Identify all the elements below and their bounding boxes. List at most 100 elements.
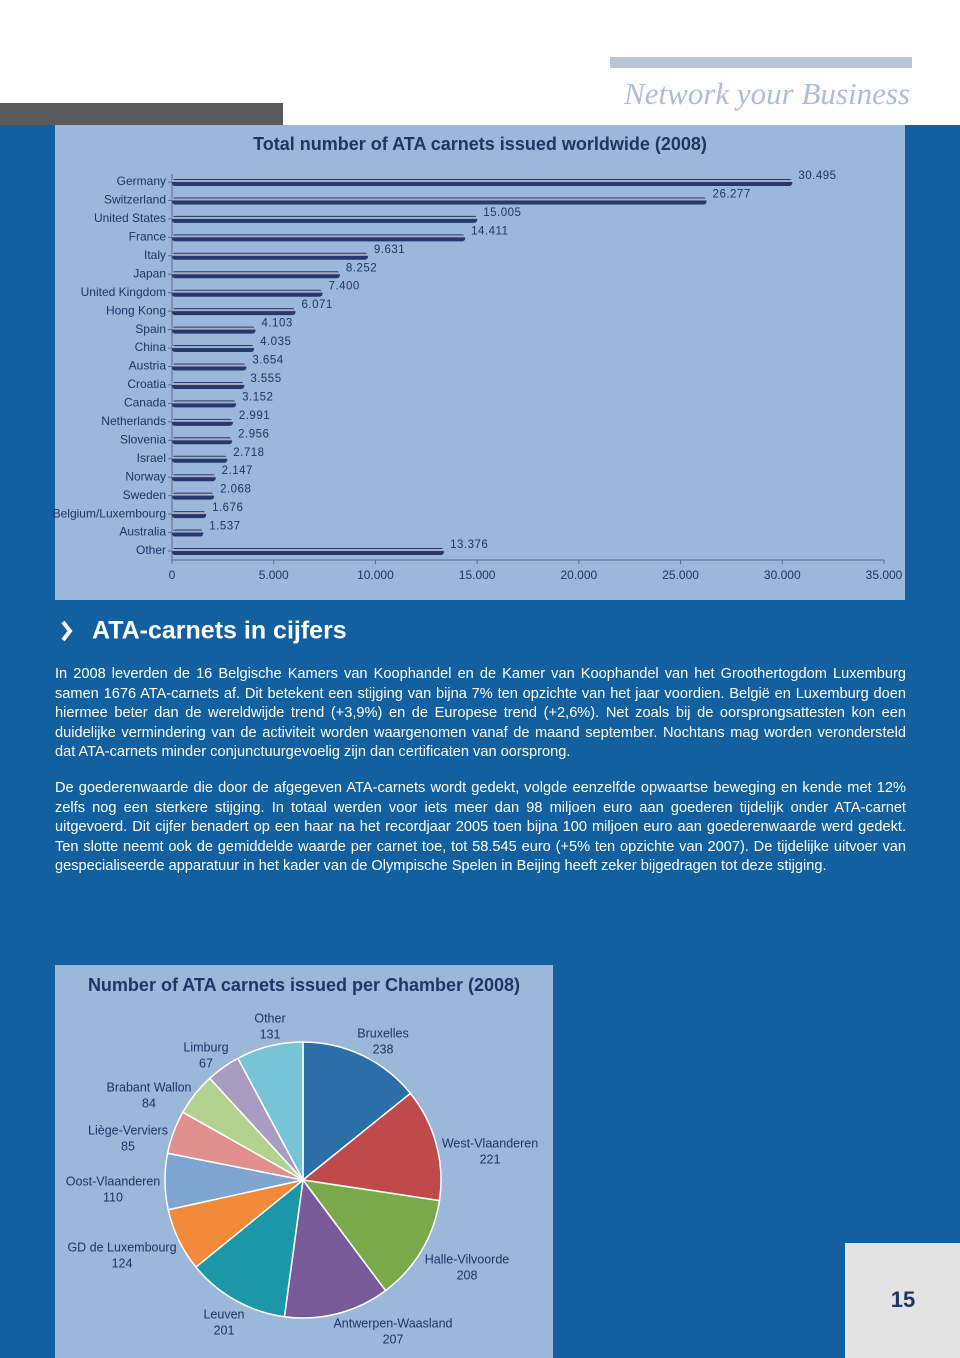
bar-highlight	[172, 253, 368, 256]
x-tick-label: 10.000	[357, 568, 394, 582]
bar-highlight	[172, 530, 204, 533]
pie-slice	[236, 1041, 304, 1181]
tagline: Network your Business	[623, 76, 910, 111]
bar-highlight	[172, 346, 255, 349]
paragraph: In 2008 leverden de 16 Belgische Kamers …	[55, 666, 906, 761]
y-tick-label: Italy	[144, 248, 166, 262]
value-label: 2.718	[233, 447, 264, 459]
value-label: 13.376	[450, 539, 488, 551]
header-dark-bar	[0, 103, 283, 125]
y-tick-label: Germany	[117, 174, 166, 188]
slice-value: 110	[103, 1190, 123, 1204]
value-label: 1.537	[209, 521, 240, 533]
slice-label: Bruxelles	[357, 1026, 408, 1040]
y-tick-label: China	[135, 340, 167, 354]
slice-label: Liège-Verviers	[88, 1123, 168, 1137]
x-tick-label: 30.000	[764, 568, 801, 582]
x-tick-label: 35.000	[866, 568, 903, 582]
bar-highlight	[172, 327, 256, 330]
value-label: 2.956	[238, 428, 269, 440]
x-tick-label: 25.000	[662, 568, 699, 582]
y-tick-label: United States	[94, 211, 166, 225]
y-tick-label: Croatia	[127, 377, 166, 391]
bar-highlight	[172, 456, 228, 459]
y-tick-label: Sweden	[123, 488, 166, 502]
slice-value: 85	[121, 1139, 135, 1153]
bar-chart-panel	[55, 125, 905, 600]
value-label: 2.147	[222, 465, 253, 477]
y-tick-label: Canada	[124, 396, 166, 410]
bar-highlight	[172, 180, 793, 182]
value-label: 3.654	[252, 355, 283, 367]
slice-value: 84	[142, 1096, 156, 1110]
value-label: 14.411	[471, 225, 508, 237]
value-label: 6.071	[302, 299, 333, 311]
y-tick-label: Belgium/Luxembourg	[53, 506, 166, 520]
slice-label: Halle-Vilvoorde	[425, 1252, 510, 1266]
y-tick-label: France	[129, 230, 167, 244]
x-tick-label: 0	[169, 568, 176, 582]
value-label: 2.991	[239, 410, 270, 422]
y-tick-label: Norway	[125, 469, 166, 483]
pie-slice	[302, 1041, 412, 1182]
bar-highlight	[172, 272, 340, 275]
pie-slice	[301, 1178, 441, 1292]
slice-label: GD de Luxembourg	[67, 1240, 176, 1254]
slice-label: Antwerpen-Waasland	[333, 1316, 452, 1330]
value-label: 2.068	[220, 484, 251, 496]
slice-label: Limburg	[183, 1040, 228, 1054]
slice-label: Other	[254, 1011, 285, 1025]
pie-slice	[194, 1178, 304, 1318]
page-number-box	[845, 1243, 960, 1358]
slice-value: 207	[383, 1332, 404, 1346]
bar-highlight	[172, 401, 237, 404]
bar-highlight	[172, 438, 233, 441]
slice-value: 67	[199, 1056, 213, 1070]
value-label: 1.676	[212, 502, 243, 514]
section-heading: ATA-carnets in cijfers	[92, 617, 347, 645]
value-label: 4.035	[260, 336, 291, 348]
chart-title: Number of ATA carnets issued per Chamber…	[88, 975, 520, 995]
x-tick-label: 20.000	[561, 568, 598, 582]
slice-label: Oost-Vlaanderen	[66, 1174, 161, 1188]
slice-value: 124	[112, 1256, 133, 1270]
slice-label: Leuven	[203, 1307, 244, 1321]
value-label: 3.555	[250, 373, 281, 385]
bar-highlight	[172, 216, 478, 219]
y-tick-label: Israel	[137, 451, 166, 465]
pie-slice	[283, 1178, 387, 1319]
bar-highlight	[172, 309, 296, 312]
y-tick-label: Netherlands	[101, 414, 166, 428]
bar-highlight	[172, 549, 445, 551]
y-tick-label: Hong Kong	[106, 303, 166, 317]
value-label: 26.277	[713, 188, 751, 200]
value-label: 15.005	[483, 207, 521, 219]
x-tick-label: 15.000	[459, 568, 496, 582]
value-label: 30.495	[798, 170, 836, 182]
y-tick-label: Austria	[129, 359, 167, 373]
value-label: 3.152	[242, 391, 273, 403]
bar-highlight	[172, 290, 323, 293]
y-tick-label: Japan	[133, 266, 166, 280]
bar-highlight	[172, 198, 707, 201]
bar-highlight	[172, 382, 245, 385]
bar-highlight	[172, 235, 466, 238]
bar-highlight	[172, 419, 233, 422]
bar-highlight	[172, 493, 215, 496]
slice-label: West-Vlaanderen	[442, 1136, 538, 1150]
slice-value: 201	[214, 1323, 235, 1337]
y-tick-label: Spain	[135, 322, 166, 336]
bar-highlight	[172, 475, 216, 478]
chevron	[61, 620, 73, 642]
slice-value: 208	[457, 1268, 478, 1282]
slice-value: 221	[480, 1152, 501, 1166]
chart-title: Total number of ATA carnets issued world…	[253, 134, 707, 154]
pie-slice	[301, 1092, 442, 1202]
x-tick-label: 5.000	[259, 568, 289, 582]
slice-label: Brabant Wallon	[107, 1080, 192, 1094]
y-tick-label: Slovenia	[120, 432, 166, 446]
value-label: 4.103	[261, 318, 292, 330]
bar-highlight	[172, 512, 207, 515]
